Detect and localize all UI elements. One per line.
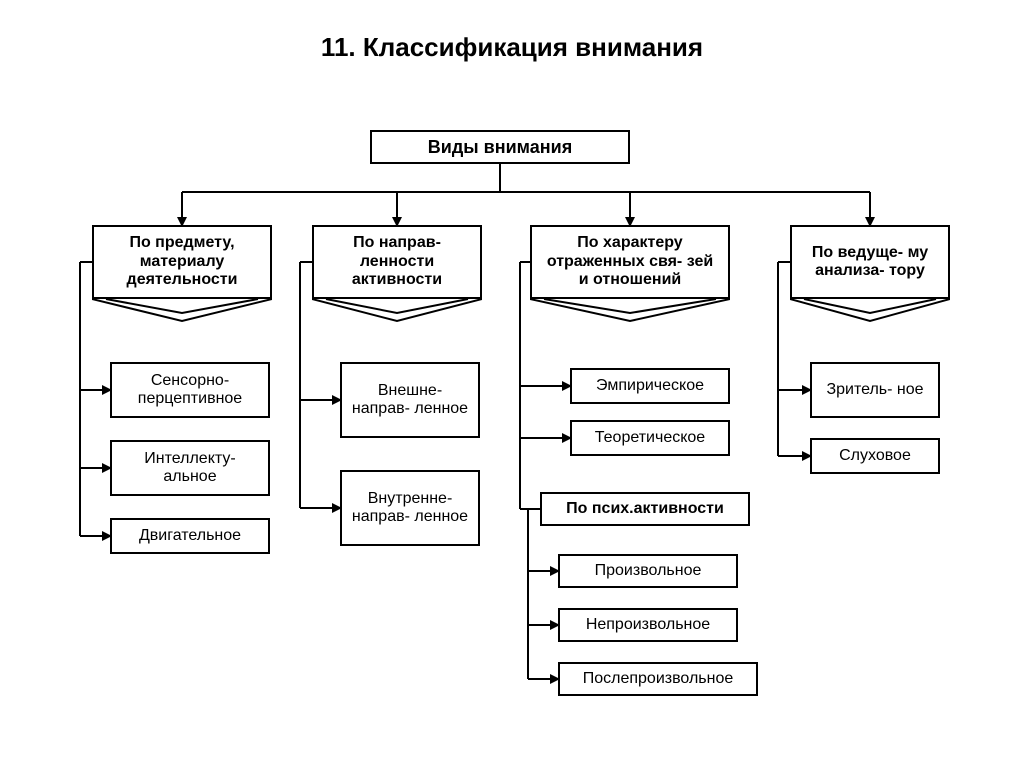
node-cat4: По ведуще- му анализа- тору: [790, 225, 950, 299]
chevron-cat2: [312, 299, 482, 327]
node-cat5: По псих.активности: [540, 492, 750, 526]
node-c1a: Сенсорно- перцептивное: [110, 362, 270, 418]
node-c1c: Двигательное: [110, 518, 270, 554]
node-c4b: Слуховое: [810, 438, 940, 474]
chevron-cat4: [790, 299, 950, 327]
chevron-cat3: [530, 299, 730, 327]
chevron-cat1: [92, 299, 272, 327]
diagram-canvas: 11. Классификация внимания Виды внимания…: [0, 0, 1024, 767]
node-c1b: Интеллекту- альное: [110, 440, 270, 496]
node-c2a: Внешне- направ- ленное: [340, 362, 480, 438]
node-c5a: Произвольное: [558, 554, 738, 588]
node-cat2: По направ- ленности активности: [312, 225, 482, 299]
node-c5c: Послепроизвольное: [558, 662, 758, 696]
node-cat1: По предмету, материалу деятельности: [92, 225, 272, 299]
diagram-title: 11. Классификация внимания: [0, 32, 1024, 63]
node-c4a: Зритель- ное: [810, 362, 940, 418]
node-c3b: Теоретическое: [570, 420, 730, 456]
node-c2b: Внутренне- направ- ленное: [340, 470, 480, 546]
node-cat3: По характеру отраженных свя- зей и отнош…: [530, 225, 730, 299]
node-c5b: Непроизвольное: [558, 608, 738, 642]
node-root: Виды внимания: [370, 130, 630, 164]
node-c3a: Эмпирическое: [570, 368, 730, 404]
